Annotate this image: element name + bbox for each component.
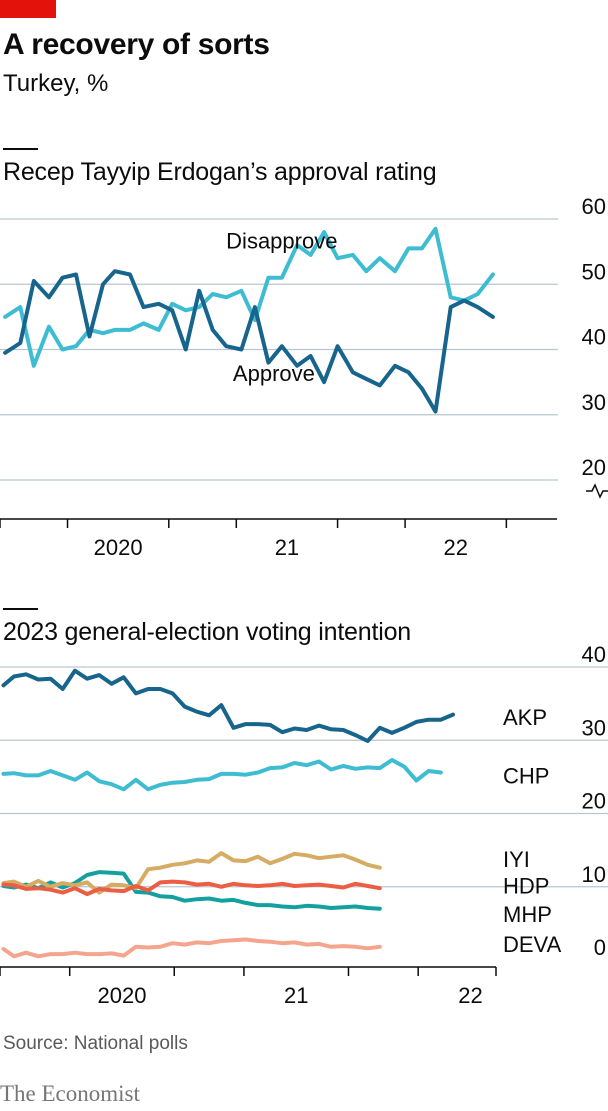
y-tick-label: 40	[582, 325, 606, 350]
y-tick-label: 30	[582, 715, 606, 740]
chart-subtitle: Turkey, %	[3, 70, 109, 97]
y-tick-label: 50	[582, 259, 606, 284]
series-line-mhp	[1, 870, 382, 911]
series-label-hdp: HDP	[503, 873, 549, 898]
series-line-iyi	[1, 851, 382, 895]
x-tick-label: 21	[275, 535, 299, 560]
approval-chart-title: Recep Tayyip Erdogan’s approval rating	[3, 158, 437, 186]
section-rule-approval	[3, 148, 38, 150]
voting-chart-title: 2023 general-election voting intention	[3, 618, 411, 646]
approval-chart: 20 30 40 50 60 2020 21 22 Disapprove Approve	[0, 195, 608, 560]
y-tick-label: 40	[582, 645, 606, 667]
brand-logo: The Economist	[0, 1081, 140, 1106]
axis-break-icon	[586, 483, 608, 499]
chart-title: A recovery of sorts	[3, 28, 270, 61]
series-line-akp	[1, 668, 455, 743]
series-line-chp	[1, 758, 443, 792]
x-tick-label: 2020	[97, 983, 146, 1008]
y-tick-label: 20	[582, 789, 606, 814]
y-tick-label: 60	[582, 195, 606, 219]
y-tick-label: 0	[594, 935, 606, 960]
series-label-mhp: MHP	[503, 902, 552, 927]
series-line-approve	[3, 269, 495, 414]
series-label-chp: CHP	[503, 763, 549, 788]
y-tick-label: 20	[582, 455, 606, 480]
x-tick-label: 22	[443, 535, 467, 560]
source-note: Source: National polls	[3, 1033, 188, 1054]
series-label-approve: Approve	[233, 361, 315, 386]
x-tick-label: 21	[284, 983, 308, 1008]
series-label-akp: AKP	[503, 705, 547, 730]
y-tick-label: 10	[582, 862, 606, 887]
section-rule-voting	[3, 608, 38, 610]
series-label-deva: DEVA	[503, 932, 562, 957]
series-label-iyi: IYI	[503, 847, 530, 872]
series-line-deva	[1, 937, 382, 959]
accent-tag	[0, 0, 56, 18]
series-line-hdp	[1, 879, 382, 897]
x-tick-label: 2020	[94, 535, 143, 560]
y-tick-label: 30	[582, 390, 606, 415]
series-label-disapprove: Disapprove	[226, 228, 337, 253]
x-tick-label: 22	[458, 983, 482, 1008]
